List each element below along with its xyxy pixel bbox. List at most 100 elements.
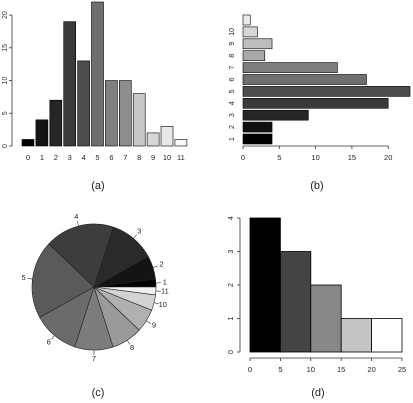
x-tick-label: 20 [367,365,375,374]
y-tick-label: 2 [228,283,235,287]
bar [242,38,273,50]
pie-leader-line [152,265,158,268]
histogram-bar [371,318,403,353]
bar [21,139,35,147]
panel-label-b: (b) [310,180,323,192]
category-label: 10 [163,153,171,162]
pie-label: 6 [47,337,51,346]
histogram-bar [249,217,281,353]
histogram-bar [279,251,312,353]
bar [242,86,411,97]
pie-leader-line [27,278,33,280]
pie-label: 10 [159,300,167,309]
category-label: 0 [26,153,30,162]
category-label: 4 [82,153,86,162]
y-tick-label: 3 [228,249,235,253]
category-label: 2 [229,125,236,129]
x-tick-label: 15 [337,365,345,374]
pie-label: 2 [159,260,163,269]
x-tick-label: 0 [248,365,252,374]
x-tick-label: 10 [311,153,319,162]
x-tick-label: 25 [398,365,406,374]
bar [132,93,146,147]
pie-label: 7 [92,354,96,363]
category-label: 6 [229,77,236,81]
pie-leader-line [77,221,79,227]
histogram-bar [310,284,342,353]
category-label: 7 [123,153,127,162]
pie-leader-line [133,234,137,239]
x-tick-label: 10 [307,365,315,374]
category-label: 3 [229,113,236,117]
bar [174,139,188,147]
category-label: 9 [229,42,236,46]
bar [49,99,63,147]
pie-leader-line [153,302,159,305]
bar [242,14,251,26]
y-tick-label: 1 [228,316,235,320]
bar [63,21,77,147]
category-label: 8 [137,153,141,162]
panel-d-histogram: 0 1 2 3 4 0 5 10 15 20 25 [228,216,406,374]
panel-label-a: (a) [91,180,104,192]
pie-leader-line [51,335,55,340]
x-tick-label: 0 [241,153,245,162]
y-tick-label: 15 [2,44,9,52]
panel-b-horizontal-bar-chart: 1 2 3 4 5 6 7 8 9 10 0 5 10 15 20 [229,14,411,162]
pie-leader-line [126,340,131,345]
pie-slice [48,223,114,288]
pie-label: 1 [163,277,167,286]
category-label: 3 [68,153,72,162]
bar [242,98,389,109]
pie-label: 4 [74,212,78,221]
bar [35,119,49,147]
bar [242,74,367,85]
pie-leader-line [146,320,151,324]
bar [242,62,338,73]
histogram-bar [340,318,373,353]
pie-label: 8 [130,343,134,352]
bar [77,60,90,147]
category-label: 7 [229,66,236,70]
y-tick-label: 0 [228,350,235,354]
bar [242,50,266,62]
bar [119,80,132,147]
y-tick-label: 0 [2,144,9,148]
y-tick-label: 5 [2,111,9,115]
category-label: 8 [229,54,236,58]
category-label: 4 [229,101,236,105]
category-label: 11 [177,153,185,162]
pie-slice [93,286,157,296]
pie-label: 3 [137,227,141,236]
panel-label-d: (d) [311,387,324,399]
category-label: 5 [229,89,236,93]
x-tick-label: 5 [278,365,282,374]
pie-label: 11 [161,287,169,296]
panel-c-pie-chart: 12 3 4 5 6 7 8 9 10 11 [21,212,168,363]
y-tick-label: 20 [2,11,9,19]
category-label: 6 [109,153,113,162]
y-tick-label: 4 [228,216,235,220]
category-label: 1 [229,137,236,141]
x-tick-label: 5 [277,153,281,162]
pie-slice [31,243,95,318]
pie-label: 5 [21,273,25,282]
bar [105,80,118,147]
bar [91,1,104,147]
bar [242,121,273,133]
bar [242,109,309,121]
bar [160,126,174,147]
bar [146,132,160,147]
category-label: 9 [151,153,155,162]
x-tick-label: 15 [348,153,356,162]
x-tick-label: 20 [384,153,392,162]
category-label: 1 [40,153,44,162]
y-tick-label: 10 [2,77,9,85]
category-label: 5 [95,153,99,162]
panel-label-c: (c) [92,387,105,399]
pie-label: 9 [152,321,156,330]
bar [242,133,273,145]
category-label: 2 [54,153,58,162]
